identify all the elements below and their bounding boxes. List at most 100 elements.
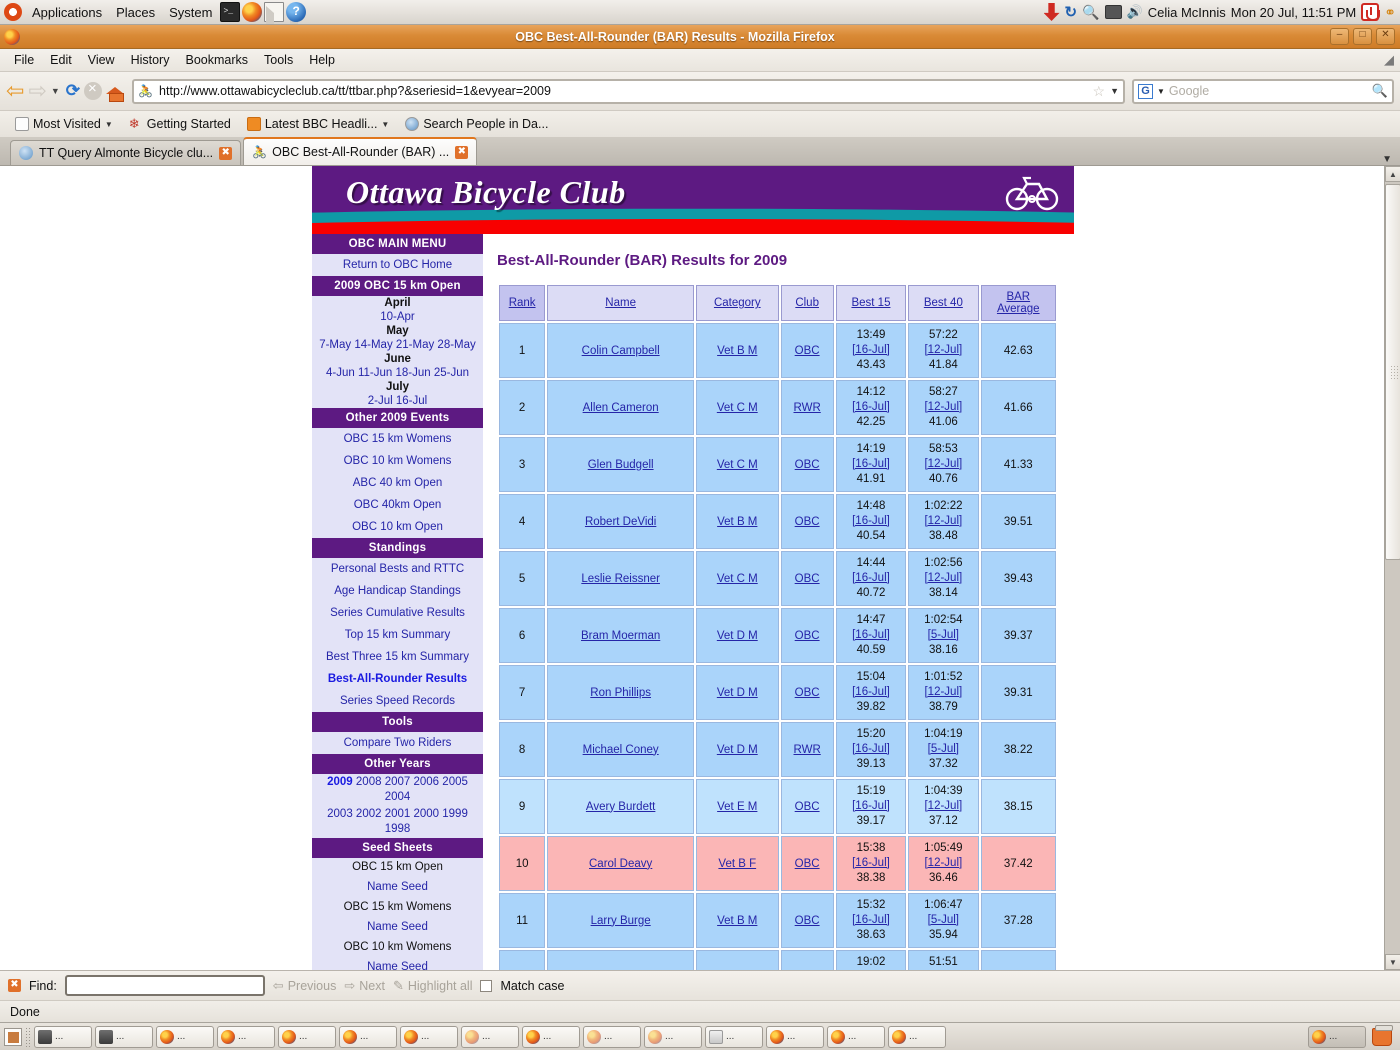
club-link[interactable]: OBC	[794, 914, 820, 927]
sidebar-name-seed-1[interactable]: Name Seed	[367, 881, 428, 893]
sidebar-item-personal-bests[interactable]: Personal Bests and RTTC	[330, 563, 465, 575]
panel-menu-applications[interactable]: Applications	[32, 4, 103, 20]
forward-arrow-icon[interactable]: ⇨	[28, 78, 47, 103]
club-link[interactable]: OBC	[794, 686, 820, 699]
sidebar-item-best-three-15km[interactable]: Best Three 15 km Summary	[326, 651, 469, 663]
terminal-icon[interactable]	[220, 2, 241, 22]
sidebar-dates-june[interactable]: 4-Jun 11-Jun 18-Jun 25-Jun	[326, 367, 469, 379]
club-link[interactable]: OBC	[794, 458, 820, 471]
bookmark-getting-started[interactable]: ❄ Getting Started	[122, 115, 238, 133]
category-link[interactable]: Vet C M	[716, 401, 758, 414]
task-button[interactable]: ...	[217, 1025, 275, 1048]
match-case-checkbox[interactable]	[480, 979, 493, 992]
display-icon[interactable]	[1104, 5, 1122, 19]
close-button[interactable]: ✕	[1376, 28, 1395, 45]
date-link[interactable]: [12-Jul]	[924, 572, 963, 584]
rider-link[interactable]: Allen Cameron	[582, 401, 659, 414]
rider-link[interactable]: Bram Moerman	[581, 629, 661, 642]
date-link[interactable]: [12-Jul]	[924, 401, 963, 413]
rider-link[interactable]: Colin Campbell	[581, 344, 660, 357]
column-header-name[interactable]: Name	[547, 285, 695, 321]
task-button[interactable]: ...	[461, 1025, 519, 1048]
sidebar-item-best-all-rounder[interactable]: Best-All-Rounder Results	[327, 673, 468, 685]
bookmark-most-visited[interactable]: Most Visited ▼	[8, 115, 120, 133]
history-dropdown-icon[interactable]: ▼	[50, 86, 60, 96]
menu-help[interactable]: Help	[309, 53, 335, 67]
sidebar-dates-april[interactable]: 10-Apr	[380, 311, 415, 323]
update-manager-icon[interactable]	[1043, 3, 1060, 21]
panel-menu-system[interactable]: System	[169, 4, 213, 20]
task-button[interactable]: ...	[400, 1025, 458, 1048]
find-input[interactable]	[64, 975, 265, 996]
task-button[interactable]: ...	[644, 1025, 702, 1048]
task-button[interactable]: ...	[34, 1025, 92, 1048]
rider-link[interactable]: Glen Budgell	[587, 458, 654, 471]
category-link[interactable]: Vet D M	[716, 629, 758, 642]
sidebar-year-2005[interactable]: 2005	[442, 776, 468, 788]
club-link[interactable]: OBC	[794, 572, 820, 585]
sidebar-year-2006[interactable]: 2006	[413, 776, 440, 788]
show-desktop-icon[interactable]	[4, 1027, 22, 1046]
tab-close-icon[interactable]: ✖	[219, 146, 233, 160]
category-link[interactable]: Vet E M	[717, 800, 758, 813]
sidebar-item-obc-10km[interactable]: OBC 10 km Open	[352, 521, 443, 533]
category-link[interactable]: Vet C M	[716, 458, 758, 471]
scroll-down-button[interactable]: ▼	[1385, 954, 1400, 970]
task-button[interactable]: ...	[278, 1025, 336, 1048]
task-button[interactable]: ...	[888, 1025, 946, 1048]
search-engine-icon[interactable]: G	[1138, 83, 1153, 99]
search-icon[interactable]: 🔍	[1082, 3, 1100, 20]
url-dropdown-icon[interactable]: ▼	[1110, 86, 1119, 96]
menu-history[interactable]: History	[130, 53, 170, 67]
date-link[interactable]: [16-Jul]	[852, 686, 890, 698]
vertical-scrollbar[interactable]: ▲ ▼	[1384, 166, 1400, 970]
bookmark-search-people[interactable]: Search People in Da...	[398, 115, 555, 133]
rider-link[interactable]: Larry Burge	[590, 914, 651, 927]
sidebar-item-compare-riders[interactable]: Compare Two Riders	[343, 737, 452, 749]
menu-file[interactable]: File	[14, 53, 35, 67]
category-link[interactable]: Vet C M	[716, 572, 758, 585]
category-link[interactable]: Vet B M	[717, 344, 758, 357]
bookmark-star-icon[interactable]: ☆	[1092, 82, 1106, 99]
sidebar-item-return-home[interactable]: Return to OBC Home	[342, 259, 453, 271]
search-engine-dropdown-icon[interactable]: ▼	[1157, 86, 1165, 96]
club-link[interactable]: RWR	[793, 743, 821, 756]
column-header-club[interactable]: Club	[780, 285, 834, 321]
sidebar-year-2008[interactable]: 2008	[355, 776, 382, 788]
club-link[interactable]: OBC	[794, 344, 820, 357]
sidebar-dates-july[interactable]: 2-Jul 16-Jul	[367, 395, 428, 407]
firefox-icon[interactable]	[242, 2, 263, 22]
highlight-all-button[interactable]: ✎ Highlight all	[393, 978, 473, 994]
column-header-category[interactable]: Category	[696, 285, 779, 321]
club-link[interactable]: OBC	[794, 800, 820, 813]
sidebar-item-obc-40km[interactable]: OBC 40km Open	[353, 499, 442, 511]
search-bar[interactable]: G ▼ Google 🔍	[1132, 78, 1394, 104]
stop-icon[interactable]	[84, 80, 103, 100]
task-button[interactable]: ...	[705, 1025, 763, 1048]
minimize-button[interactable]: –	[1330, 28, 1349, 45]
panel-menu-places[interactable]: Places	[116, 4, 156, 20]
club-link[interactable]: OBC	[794, 857, 820, 870]
date-link[interactable]: [12-Jul]	[924, 344, 963, 356]
tab-obc-bar[interactable]: 🚴 OBC Best-All-Rounder (BAR) ... ✖	[243, 137, 478, 165]
sidebar-name-seed-2[interactable]: Name Seed	[367, 921, 428, 933]
task-button[interactable]: ...	[156, 1025, 214, 1048]
reload-icon[interactable]: ⟳	[65, 81, 81, 100]
find-previous-button[interactable]: ⇦ Previous	[273, 978, 337, 994]
sidebar-years-row-1[interactable]: 2009 2008 2007 2006 2005 2004	[312, 774, 483, 806]
category-link[interactable]: Vet B M	[717, 914, 758, 927]
task-button[interactable]: ...	[583, 1025, 641, 1048]
trash-icon[interactable]	[1372, 1024, 1393, 1046]
category-link[interactable]: Vet D M	[716, 686, 758, 699]
sidebar-item-abc-40km[interactable]: ABC 40 km Open	[352, 477, 443, 489]
bookmark-latest-bbc[interactable]: Latest BBC Headli... ▼	[240, 115, 396, 133]
date-link[interactable]: [12-Jul]	[924, 686, 963, 698]
sidebar-item-10km-womens[interactable]: OBC 10 km Womens	[343, 455, 452, 467]
rider-link[interactable]: Avery Burdett	[585, 800, 656, 813]
category-link[interactable]: Vet D M	[716, 743, 758, 756]
date-link[interactable]: [5-Jul]	[927, 743, 959, 755]
date-link[interactable]: [16-Jul]	[852, 458, 890, 470]
rider-link[interactable]: Michael Coney	[582, 743, 659, 756]
shutdown-icon[interactable]	[1361, 3, 1381, 21]
sidebar-item-age-handicap[interactable]: Age Handicap Standings	[334, 585, 461, 597]
